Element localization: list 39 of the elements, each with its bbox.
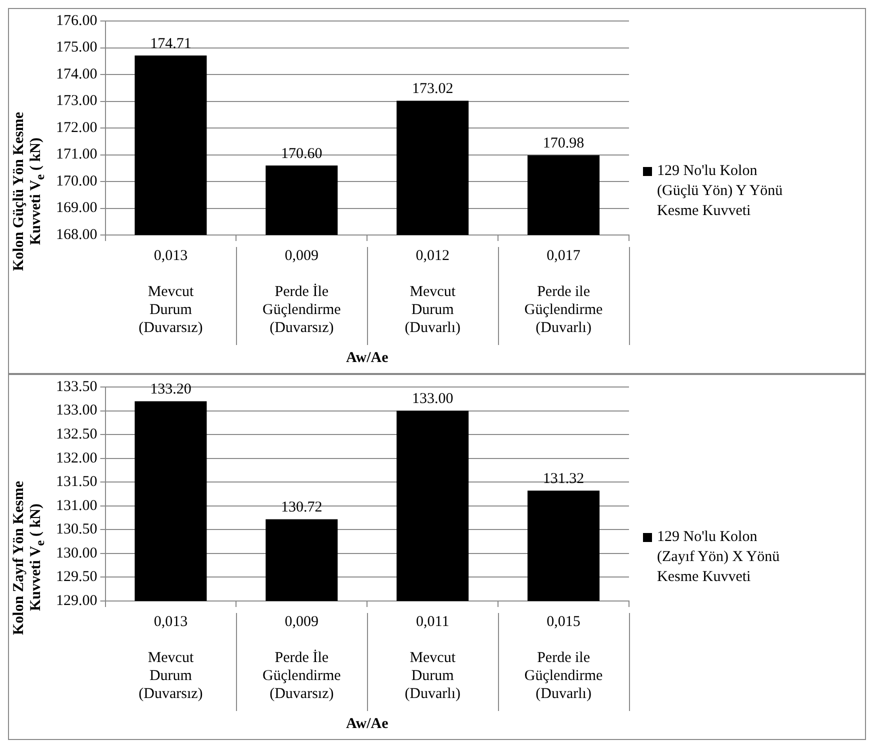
category-label: 0,013 Mevcut Durum (Duvarsız) xyxy=(138,248,203,336)
y-tick-label: 132.50 xyxy=(56,426,98,442)
y-tick-label: 132.00 xyxy=(56,450,98,466)
legend-label: 129 No'lu Kolon (Zayıf Yön) X Yönü Kesme Kuvveti xyxy=(657,528,781,587)
y-tick-label: 174.00 xyxy=(56,66,98,82)
data-label: 133.20 xyxy=(150,382,192,398)
category-label: 0,017 Perde ile Güçlendirme (Duvarlı) xyxy=(524,248,603,336)
data-label: 170.60 xyxy=(281,146,322,162)
category-label: 0,013 Mevcut Durum (Duvarsız) xyxy=(138,614,203,702)
y-tick-label: 170.00 xyxy=(56,173,98,190)
category-label: 0,009 Perde İle Güçlendirme (Duvarsız) xyxy=(262,248,341,336)
y-tick-label: 169.00 xyxy=(56,200,98,216)
y-tick-label: 176.00 xyxy=(56,12,98,29)
y-tick-label: 129.00 xyxy=(56,592,98,609)
data-label: 133.00 xyxy=(412,391,454,408)
y-tick-label: 131.50 xyxy=(56,474,98,490)
y-tick-label: 133.00 xyxy=(56,402,98,419)
data-label: 131.32 xyxy=(542,471,584,488)
y-tick-label: 175.00 xyxy=(56,40,98,56)
category-label: 0,015 Perde ile Güçlendirme (Duvarlı) xyxy=(524,614,603,702)
y-tick-label: 133.50 xyxy=(56,378,98,395)
legend-label: 129 No'lu Kolon (Güçlü Yön) Y Yönü Kesme Kuvveti xyxy=(657,162,784,221)
x-axis-title: Aw/Ae xyxy=(346,350,389,366)
category-label: 0,011 Mevcut Durum (Duvarlı) xyxy=(404,614,460,702)
y-tick-label: 129.50 xyxy=(56,569,98,586)
y-tick-label: 173.00 xyxy=(56,93,98,110)
data-label: 174.71 xyxy=(150,36,192,52)
data-label: 173.02 xyxy=(412,81,454,98)
y-tick-label: 130.50 xyxy=(56,522,98,538)
x-axis-title: Aw/Ae xyxy=(346,716,389,732)
y-tick-label: 168.00 xyxy=(56,226,98,243)
category-label: 0,009 Perde İle Güçlendirme (Duvarsız) xyxy=(262,614,341,702)
y-tick-label: 130.00 xyxy=(56,545,98,562)
y-tick-label: 131.00 xyxy=(56,498,98,514)
y-tick-label: 172.00 xyxy=(56,120,98,136)
data-label: 130.72 xyxy=(281,500,322,516)
category-label: 0,012 Mevcut Durum (Duvarlı) xyxy=(404,248,460,336)
data-label: 170.98 xyxy=(542,136,584,152)
y-tick-label: 171.00 xyxy=(56,146,98,163)
